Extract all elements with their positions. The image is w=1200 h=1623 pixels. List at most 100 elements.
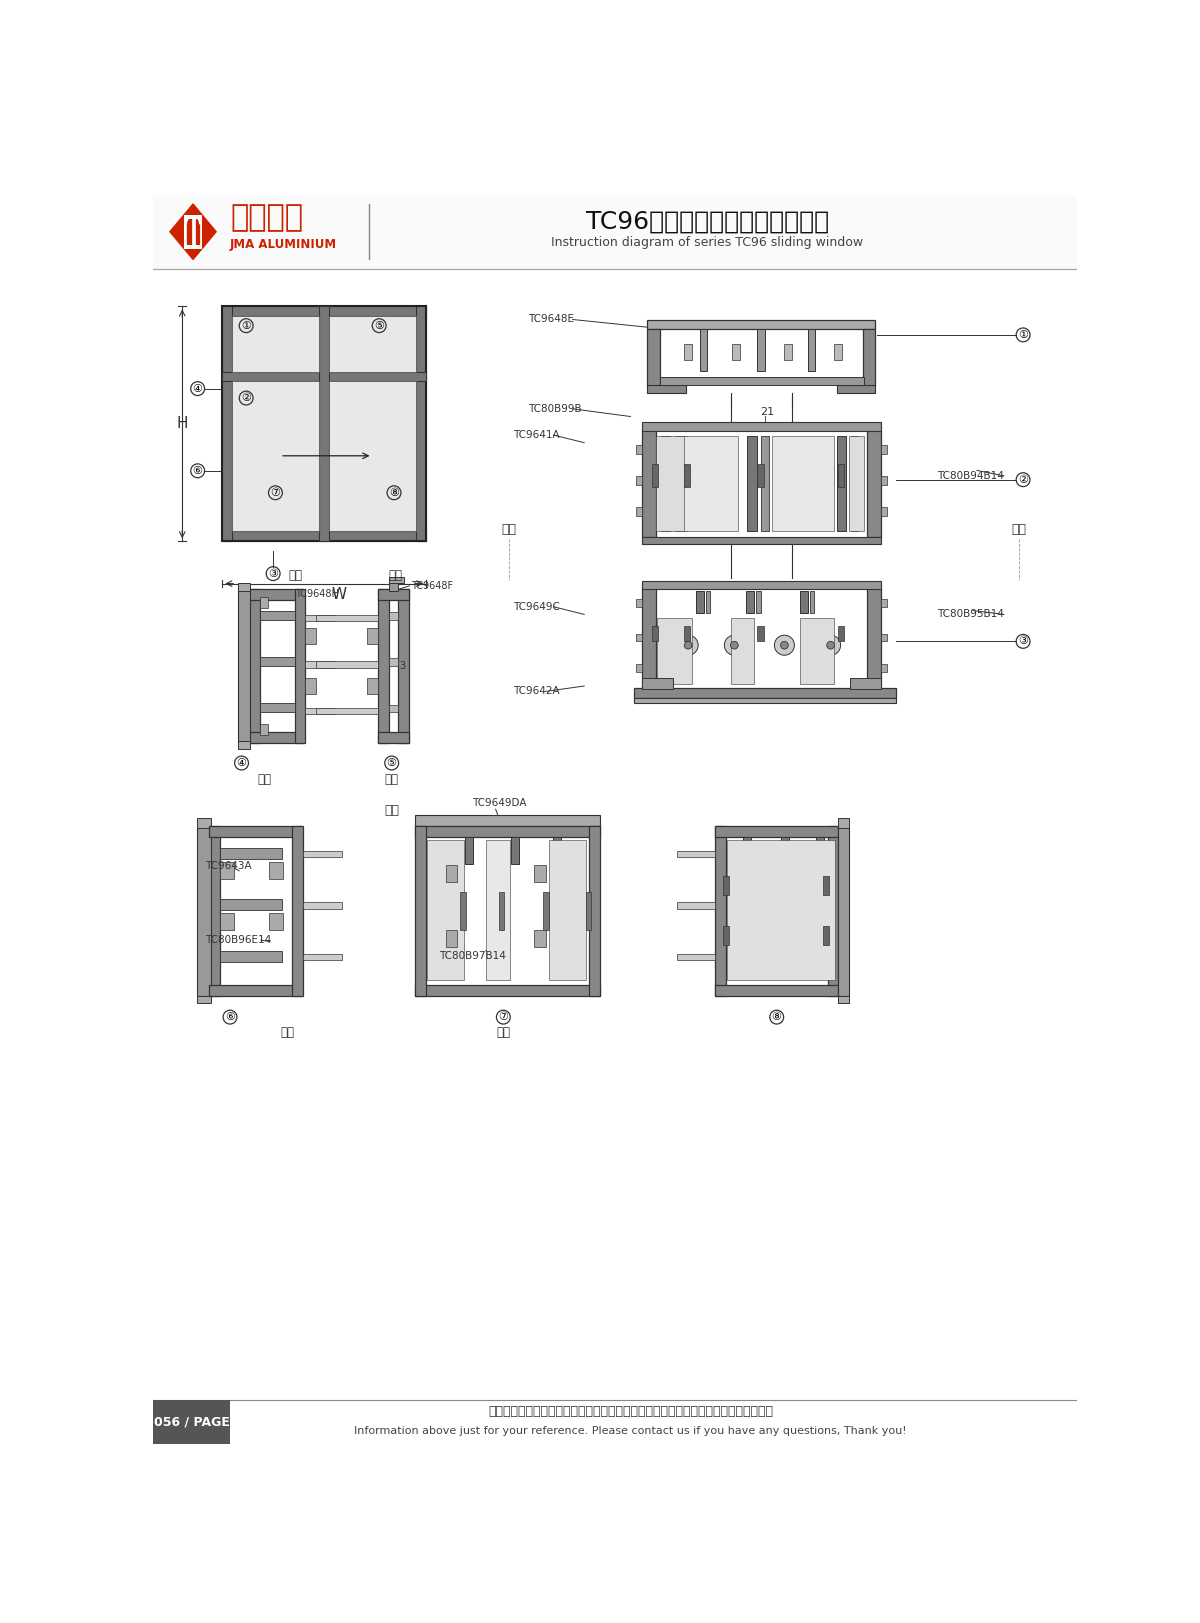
Text: ⑧: ⑧ <box>389 489 400 498</box>
Bar <box>636 476 642 485</box>
Bar <box>389 612 398 620</box>
Bar <box>317 708 378 714</box>
Bar <box>154 195 1078 269</box>
Bar <box>836 385 875 393</box>
Bar <box>839 826 850 995</box>
Text: ②: ② <box>241 393 251 403</box>
Text: TC80B94B14: TC80B94B14 <box>937 471 1004 480</box>
Bar <box>732 344 739 360</box>
Bar <box>154 1399 230 1444</box>
Bar <box>647 329 660 386</box>
Bar <box>304 902 342 909</box>
Bar <box>727 841 835 980</box>
Bar <box>305 615 336 622</box>
Text: 056 / PAGE: 056 / PAGE <box>154 1415 229 1428</box>
Bar <box>222 307 426 540</box>
Bar <box>185 216 200 219</box>
Bar <box>154 206 1078 208</box>
Text: ⑧: ⑧ <box>772 1013 781 1022</box>
Bar <box>839 464 845 487</box>
Text: TC9648F: TC9648F <box>410 581 454 591</box>
Bar <box>761 435 769 531</box>
Bar <box>635 688 896 698</box>
Bar <box>881 633 887 641</box>
Bar <box>260 657 295 665</box>
Bar <box>656 435 686 531</box>
Bar <box>154 216 1078 219</box>
Text: JMA ALUMINIUM: JMA ALUMINIUM <box>230 239 337 252</box>
Bar <box>785 344 792 360</box>
Bar <box>866 588 881 688</box>
Bar <box>839 818 850 828</box>
Bar <box>722 927 728 945</box>
Bar <box>677 954 715 961</box>
Bar <box>260 610 295 620</box>
Text: Instruction diagram of series TC96 sliding window: Instruction diagram of series TC96 slidi… <box>551 235 864 248</box>
Bar <box>839 626 845 641</box>
Bar <box>464 837 473 863</box>
Bar <box>329 381 416 531</box>
Bar <box>642 422 881 432</box>
Bar <box>834 344 842 360</box>
Bar <box>757 626 763 641</box>
Bar <box>706 591 710 613</box>
Polygon shape <box>170 204 216 260</box>
Bar <box>305 662 336 667</box>
Text: 室内: 室内 <box>502 523 516 536</box>
Bar <box>154 227 1078 230</box>
Text: TC9648H: TC9648H <box>295 589 340 599</box>
Bar <box>319 307 329 540</box>
Bar <box>772 435 834 531</box>
Bar <box>684 464 690 487</box>
Text: H: H <box>176 417 188 432</box>
Text: TC96系列三轨推拉窗带纱结构图: TC96系列三轨推拉窗带纱结构图 <box>586 209 829 234</box>
Bar <box>746 591 754 613</box>
Bar <box>816 837 823 862</box>
Bar <box>378 589 409 601</box>
Bar <box>305 628 317 644</box>
Text: TC80B96E14: TC80B96E14 <box>205 935 271 945</box>
Bar <box>486 841 510 980</box>
Bar <box>317 615 378 622</box>
Bar <box>647 320 875 329</box>
Bar <box>684 626 690 641</box>
Bar <box>823 927 829 945</box>
Bar <box>781 837 790 862</box>
Text: ④: ④ <box>193 383 203 394</box>
Bar <box>220 914 234 930</box>
Bar <box>154 200 1078 203</box>
Bar <box>154 222 1078 224</box>
Bar <box>269 862 283 878</box>
Text: ⑤: ⑤ <box>386 758 397 768</box>
Text: W: W <box>331 588 347 602</box>
Bar <box>589 826 600 995</box>
Bar <box>800 591 808 613</box>
Bar <box>881 476 887 485</box>
Bar <box>238 742 250 750</box>
Bar <box>209 826 301 837</box>
Bar <box>222 372 426 381</box>
Circle shape <box>678 635 698 656</box>
Bar <box>154 248 1078 252</box>
Bar <box>866 430 881 537</box>
Bar <box>154 232 1078 235</box>
Bar <box>304 954 342 961</box>
Bar <box>184 214 203 248</box>
Text: 室外: 室外 <box>385 774 398 787</box>
Bar <box>642 537 881 544</box>
Text: 室外: 室外 <box>1012 523 1027 536</box>
Bar <box>553 837 562 863</box>
Bar <box>828 826 839 995</box>
Bar <box>743 837 750 862</box>
Text: 室内: 室内 <box>384 805 400 818</box>
Bar <box>197 995 211 1003</box>
Bar <box>250 589 260 743</box>
Bar <box>722 876 728 894</box>
Bar <box>676 435 683 531</box>
Text: 室内: 室内 <box>288 570 302 583</box>
Text: TC9642A: TC9642A <box>514 687 560 696</box>
Bar <box>445 865 457 881</box>
Circle shape <box>827 641 834 649</box>
Text: 室外: 室外 <box>281 1026 295 1039</box>
Bar <box>748 435 757 531</box>
